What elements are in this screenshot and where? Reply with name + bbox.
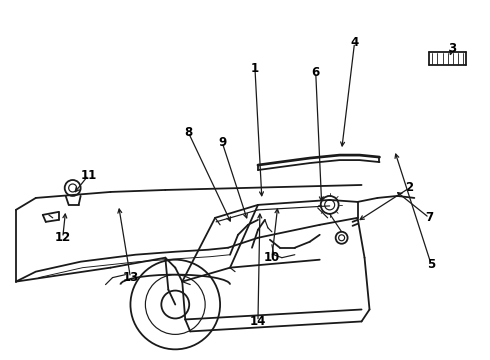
Text: 1: 1 bbox=[251, 62, 259, 75]
Text: 12: 12 bbox=[54, 231, 71, 244]
Text: 13: 13 bbox=[122, 271, 139, 284]
Text: 2: 2 bbox=[405, 181, 414, 194]
Text: 7: 7 bbox=[425, 211, 433, 224]
Text: 3: 3 bbox=[448, 42, 456, 55]
Text: 4: 4 bbox=[350, 36, 359, 49]
Text: 11: 11 bbox=[80, 168, 97, 181]
Text: 14: 14 bbox=[250, 315, 266, 328]
Text: 8: 8 bbox=[184, 126, 193, 139]
Text: 5: 5 bbox=[427, 258, 436, 271]
Text: 6: 6 bbox=[312, 66, 320, 79]
Text: 9: 9 bbox=[218, 136, 226, 149]
Text: 10: 10 bbox=[264, 251, 280, 264]
